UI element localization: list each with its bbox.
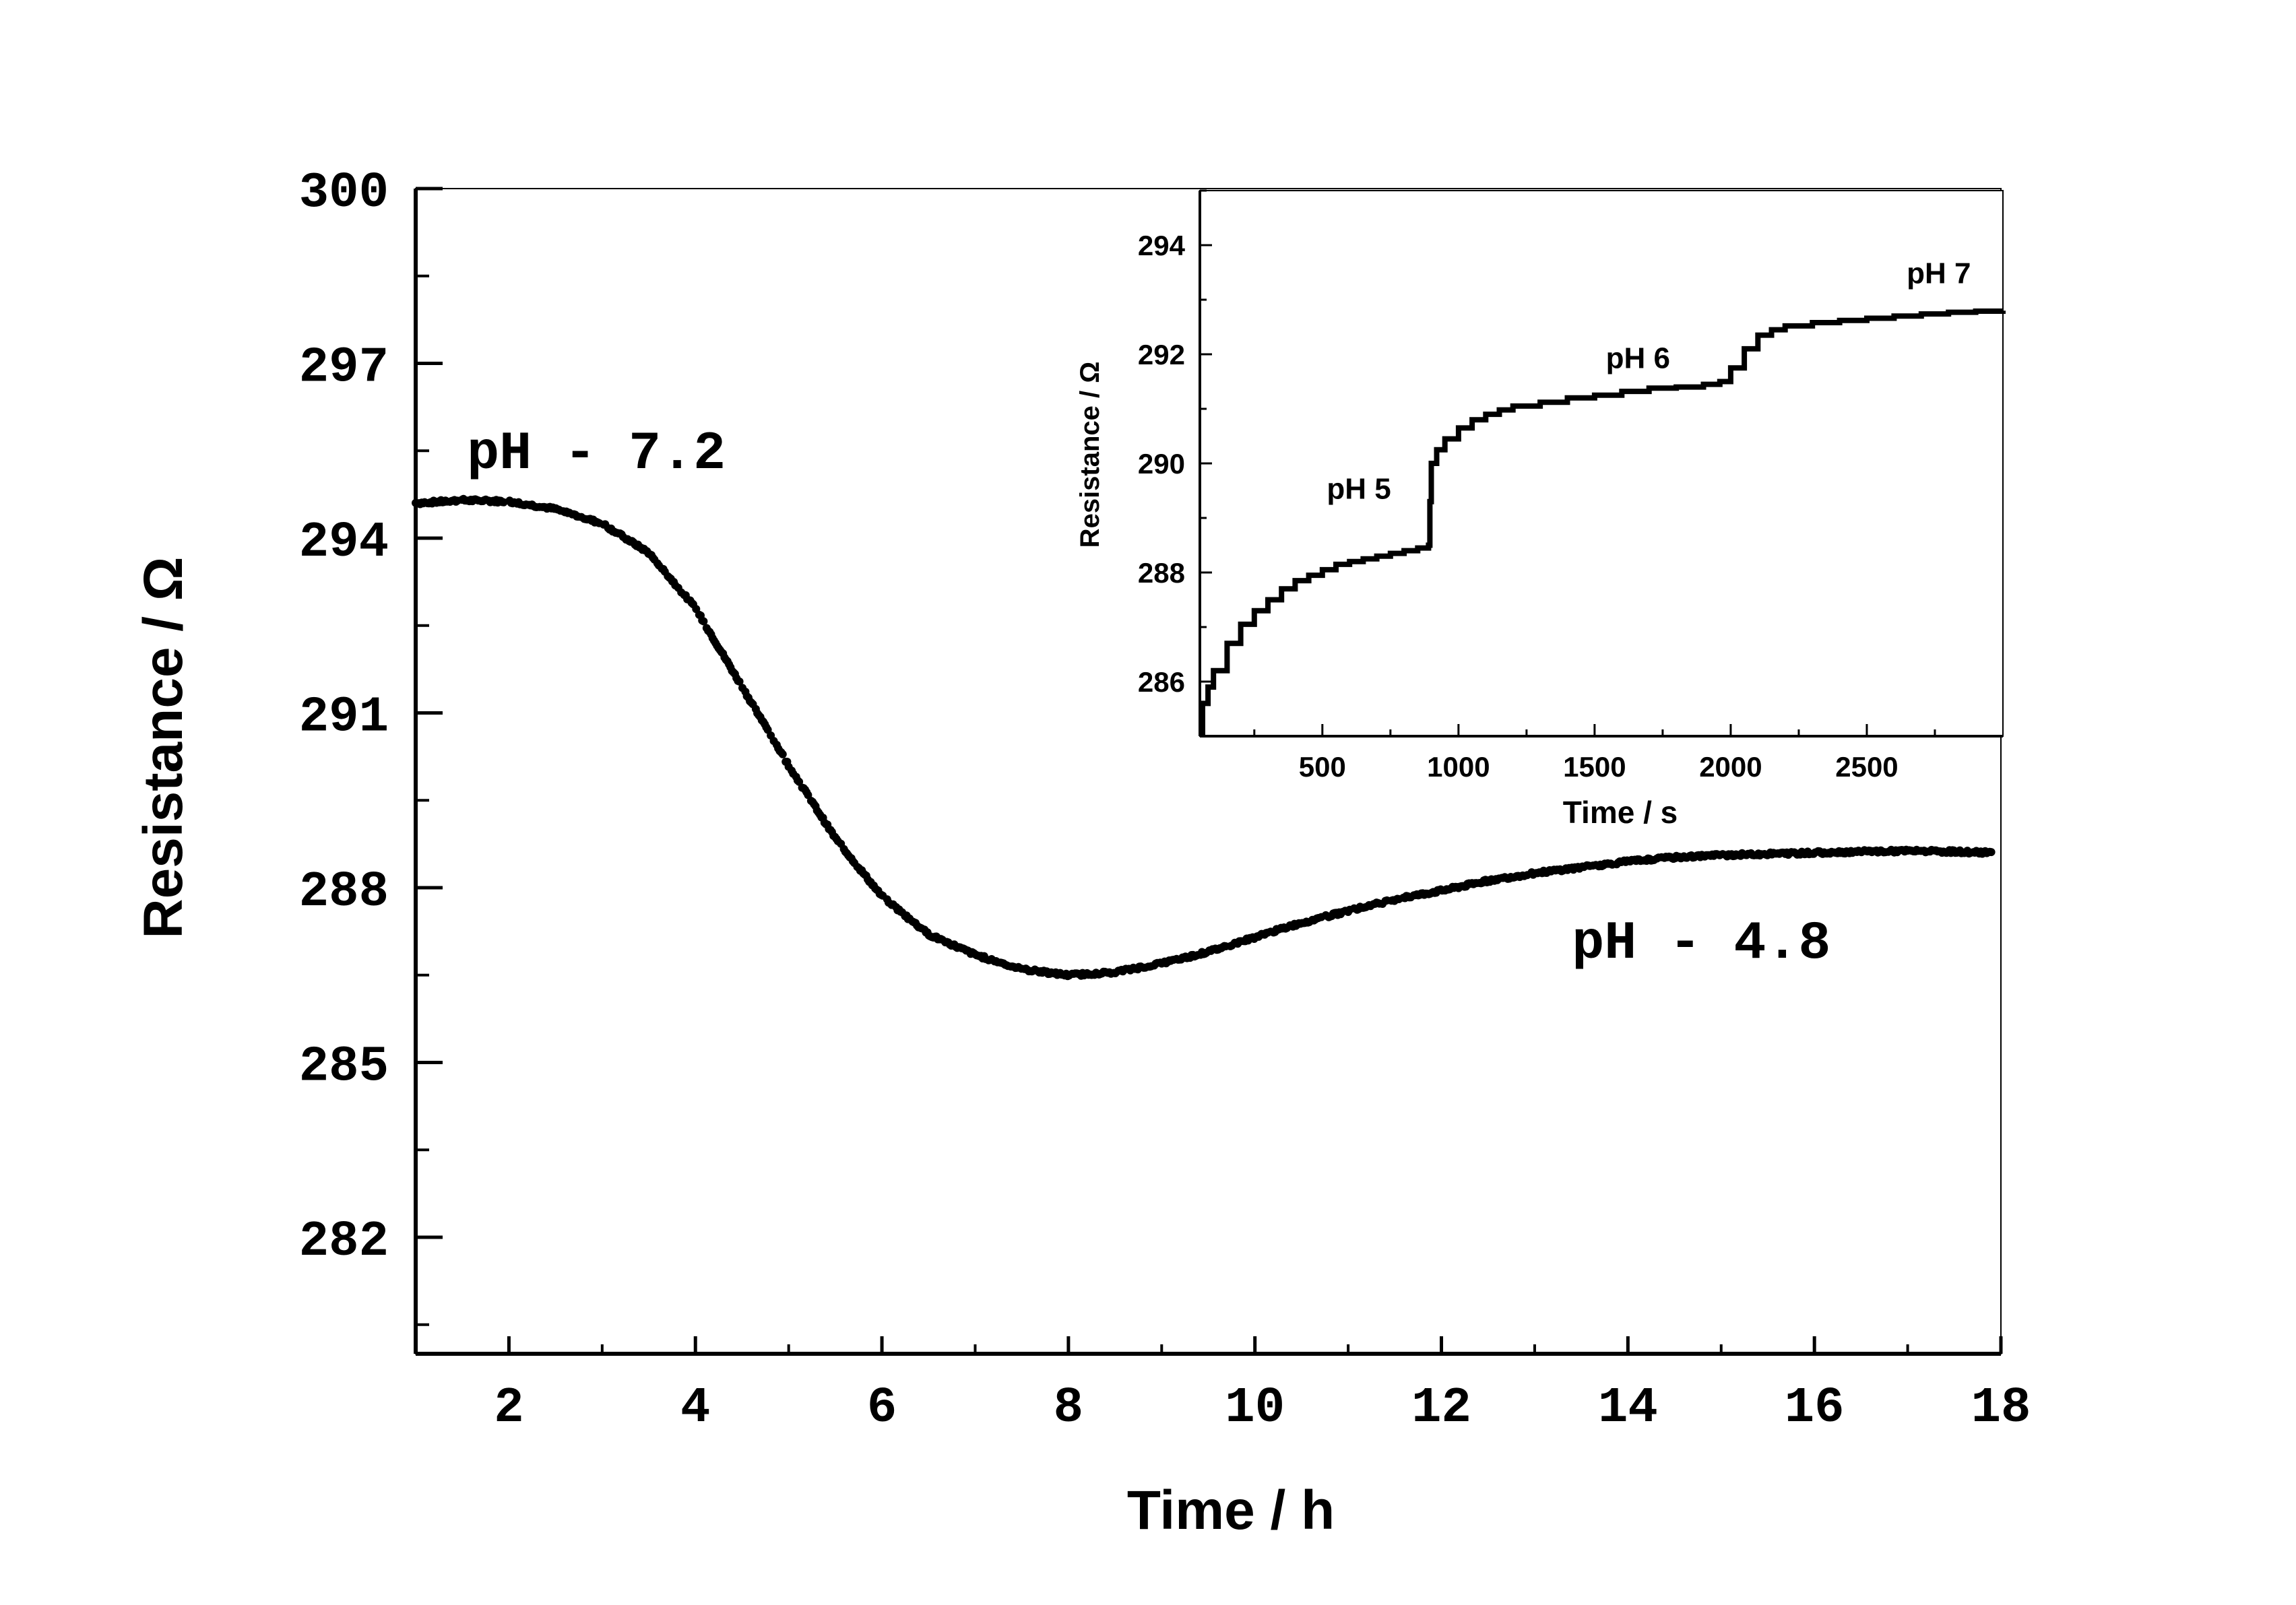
inset-y-axis-label: Resistance / Ω: [1075, 362, 1105, 548]
main-data-point: [1987, 848, 1996, 857]
main-x-tick-label: 2: [494, 1380, 523, 1437]
inset-x-tick-label: 2500: [1835, 751, 1898, 783]
main-x-tick-label: 18: [1971, 1380, 2031, 1437]
main-ticks: [414, 187, 2003, 1354]
inset-y-tick-label: 292: [1138, 339, 1185, 370]
inset-data-line: [1200, 308, 2006, 736]
inset-ticks: [1200, 189, 1936, 738]
inset-annotation-ph-7: pH 7: [1907, 257, 1971, 290]
inset-x-tick-label: 500: [1299, 751, 1346, 783]
inset-x-axis-label: Time / s: [1563, 795, 1678, 830]
main-y-tick-label: 300: [299, 165, 389, 222]
main-x-tick-label: 8: [1054, 1380, 1083, 1437]
inset-y-tick-label: 288: [1138, 557, 1185, 589]
main-data-point: [735, 677, 744, 686]
main-y-tick-label: 288: [299, 864, 389, 921]
inset-annotation-ph-5: pH 5: [1327, 473, 1391, 506]
inset-x-tick-label: 2000: [1699, 751, 1762, 783]
main-data-point: [778, 750, 787, 758]
main-y-tick-label: 294: [299, 515, 389, 571]
main-y-tick-label: 297: [299, 340, 389, 397]
main-x-tick-label: 12: [1411, 1380, 1471, 1437]
inset-y-tick-label: 290: [1138, 448, 1185, 480]
inset-annotation-ph-6: pH 6: [1606, 341, 1670, 374]
inset-x-tick-label: 1500: [1563, 751, 1626, 783]
main-y-tick-label: 291: [299, 690, 389, 746]
main-x-tick-label: 6: [867, 1380, 897, 1437]
main-tick-labels: 2 4 6 8 10 12 14 16 18 282 285 288 291 294 297 300: [299, 165, 2031, 1437]
main-x-axis-label: Time / h: [1127, 1480, 1335, 1541]
inset-plot: 500 1000 1500 2000 2500 286 288 290 292 294 Time …: [1075, 189, 2006, 830]
main-y-axis-label: Resistance / Ω: [133, 556, 194, 938]
main-x-tick-label: 10: [1225, 1380, 1285, 1437]
main-x-tick-label: 16: [1785, 1380, 1845, 1437]
inset-y-tick-label: 294: [1138, 230, 1186, 261]
inset-y-tick-label: 286: [1138, 666, 1185, 698]
inset-x-tick-label: 1000: [1427, 751, 1490, 783]
main-x-tick-label: 4: [680, 1380, 710, 1437]
main-data-points: [412, 494, 1996, 981]
inset-tick-labels: 500 1000 1500 2000 2500 286 288 290 292 294: [1138, 230, 1899, 783]
main-x-tick-label: 14: [1598, 1380, 1658, 1437]
main-plot: 2 4 6 8 10 12 14 16 18 282 285 288 291 294 297 300 Time…: [133, 165, 2031, 1541]
inset-background: [1200, 191, 2003, 736]
main-data-point: [699, 617, 708, 626]
main-annotation-ph-7-2: pH - 7.2: [467, 424, 726, 485]
main-y-tick-label: 285: [299, 1039, 389, 1096]
main-annotation-ph-4-8: pH - 4.8: [1572, 913, 1830, 975]
main-y-tick-label: 282: [299, 1214, 389, 1270]
